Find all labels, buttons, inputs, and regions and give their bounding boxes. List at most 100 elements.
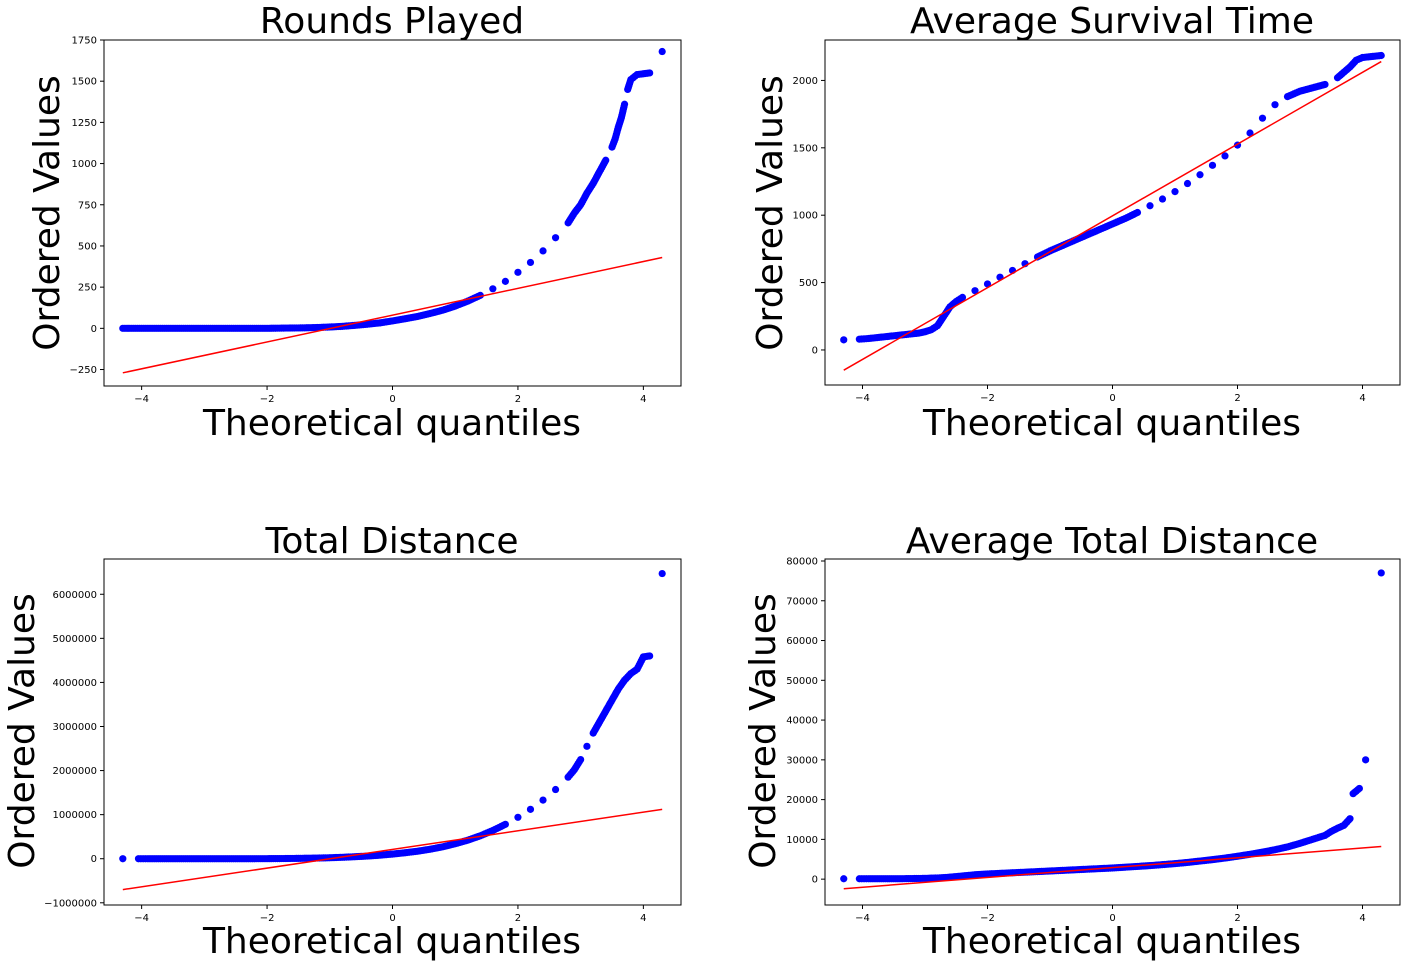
average-total-distance-y-tick-label: 0: [812, 875, 818, 886]
average-survival-time-data-point-fill: [956, 295, 965, 303]
average-survival-time-data-point: [1146, 202, 1154, 210]
rounds-played-y-tick-label: 1000: [72, 159, 97, 170]
average-survival-time-x-tick-label: 0: [1109, 393, 1115, 404]
average-total-distance-data-point: [1362, 756, 1370, 764]
rounds-played-x-axis-label: Theoretical quantiles: [202, 403, 581, 444]
total-distance-y-tick-label: −1000000: [44, 898, 97, 909]
total-distance-y-tick-label: 4000000: [52, 678, 97, 689]
average-survival-time-y-axis-label: Ordered Values: [750, 75, 791, 351]
average-survival-time-x-axis-label: Theoretical quantiles: [922, 403, 1301, 444]
average-survival-time-data-point: [1196, 171, 1204, 179]
average-survival-time-data-point: [1271, 101, 1279, 109]
total-distance-y-axis-label: Ordered Values: [2, 593, 43, 869]
total-distance-plot-area: [119, 569, 666, 891]
average-survival-time-plot-area: [840, 51, 1385, 371]
average-total-distance-title: Average Total Distance: [906, 521, 1318, 562]
average-total-distance-fit-line: [843, 845, 1382, 890]
rounds-played-plot-area: [119, 47, 666, 374]
average-total-distance-axes-frame: [824, 558, 1401, 906]
average-survival-time-data-point: [971, 287, 979, 295]
total-distance-x-tick-label: 4: [640, 913, 646, 924]
average-total-distance-data-point: [840, 875, 848, 883]
average-survival-time-data-point: [840, 336, 848, 344]
total-distance-x-tick-label: −2: [260, 913, 275, 924]
total-distance-title: Total Distance: [265, 521, 519, 562]
rounds-played-x-tick-label: 2: [515, 394, 521, 405]
rounds-played-y-tick-label: −250: [70, 365, 97, 376]
average-survival-time-data-point: [1221, 152, 1229, 160]
average-survival-time-panel: Average Survival Time Theoretical quanti…: [750, 1, 1401, 444]
total-distance-y-tick-label: 1000000: [52, 810, 97, 821]
average-survival-time-data-point-fill: [1375, 52, 1383, 60]
total-distance-data-point: [551, 785, 560, 794]
total-distance-panel: Total Distance Theoretical quantiles Ord…: [2, 521, 682, 962]
rounds-played-fit-line: [122, 256, 663, 374]
rounds-played-y-tick-label: 500: [78, 241, 97, 252]
rounds-played-y-axis-label: Ordered Values: [27, 75, 68, 351]
total-distance-data-point: [583, 742, 591, 750]
total-distance-y-tick-label: 0: [91, 854, 97, 865]
average-total-distance-x-axis-label: Theoretical quantiles: [922, 921, 1301, 962]
average-total-distance-x-tick-label: 4: [1359, 913, 1365, 924]
average-survival-time-y-tick-label: 0: [812, 345, 818, 356]
average-survival-time-ticks: −4 −2 0 2 4 0 500 1000 1500 2000: [793, 76, 1366, 404]
average-survival-time-data-point-fill: [1319, 81, 1327, 89]
average-survival-time-x-tick-label: −2: [980, 393, 995, 404]
average-survival-time-data-point-fill: [1131, 209, 1140, 218]
rounds-played-y-tick-label: 250: [78, 283, 97, 294]
rounds-played-title: Rounds Played: [260, 1, 524, 42]
average-survival-time-y-tick-label: 1500: [793, 143, 818, 154]
rounds-played-data-point: [539, 247, 547, 255]
average-survival-time-data-point: [983, 280, 992, 288]
rounds-played-x-tick-label: −2: [260, 394, 275, 405]
rounds-played-y-tick-label: 0: [91, 324, 97, 335]
average-total-distance-data-point: [1377, 569, 1385, 577]
average-survival-time-data-point: [1208, 161, 1217, 169]
rounds-played-panel: Rounds Played Theoretical quantiles Orde…: [27, 1, 682, 444]
total-distance-data-point-fill: [643, 652, 652, 660]
average-survival-time-data-point: [1158, 195, 1167, 203]
average-total-distance-x-tick-label: 0: [1109, 913, 1115, 924]
average-total-distance-data-point-fill: [1354, 786, 1362, 794]
average-survival-time-axes-frame: [824, 39, 1401, 386]
total-distance-x-tick-label: 2: [515, 913, 521, 924]
average-survival-time-y-tick-label: 2000: [793, 76, 818, 87]
average-survival-time-x-tick-label: 4: [1359, 393, 1365, 404]
rounds-played-axes-frame: [103, 39, 682, 387]
total-distance-x-tick-label: 0: [389, 913, 395, 924]
rounds-played-data-point: [526, 258, 535, 267]
rounds-played-data-point: [658, 47, 666, 56]
rounds-played-ticks: −4 −2 0 2 4 −250 0 250 500 750 1000 1250 1500 1750: [70, 36, 647, 406]
average-survival-time-y-tick-label: 1000: [793, 211, 818, 222]
average-survival-time-data-point: [1171, 188, 1179, 196]
total-distance-data-point-fill: [499, 821, 507, 829]
total-distance-data-point: [539, 796, 547, 804]
average-total-distance-plot-area: [840, 569, 1385, 890]
average-total-distance-ticks: −4 −2 0 2 4 0 10000 20000 30000 40000 50000 60000 70…: [786, 556, 1366, 924]
total-distance-y-tick-label: 6000000: [52, 590, 97, 601]
rounds-played-data-point: [551, 234, 560, 242]
average-survival-time-data-point: [1183, 179, 1192, 188]
average-total-distance-y-tick-label: 80000: [786, 556, 818, 567]
rounds-played-x-tick-label: 0: [389, 394, 395, 405]
total-distance-data-point: [514, 813, 522, 821]
rounds-played-x-tick-label: −4: [134, 394, 149, 405]
total-distance-axes-frame: [103, 558, 682, 906]
average-total-distance-y-tick-label: 50000: [786, 676, 818, 687]
rounds-played-data-point: [489, 285, 497, 293]
rounds-played-data-point-fill: [601, 158, 609, 166]
rounds-played-data-point: [514, 268, 522, 276]
average-survival-time-data-point: [1246, 129, 1254, 137]
rounds-played-data-point-fill: [643, 69, 652, 77]
total-distance-data-point-fill: [575, 757, 583, 766]
rounds-played-y-tick-label: 750: [78, 200, 97, 211]
total-distance-y-tick-label: 5000000: [52, 634, 97, 645]
rounds-played-data-point: [501, 277, 509, 285]
total-distance-y-tick-label: 2000000: [52, 766, 97, 777]
average-total-distance-y-tick-label: 40000: [786, 716, 818, 727]
average-total-distance-data-point-fill: [1344, 816, 1353, 824]
average-total-distance-x-tick-label: −4: [855, 913, 870, 924]
total-distance-ticks: −4 −2 0 2 4 −1000000 0 1000000 2000000 3000000 400…: [44, 590, 646, 924]
average-total-distance-y-axis-label: Ordered Values: [743, 593, 784, 869]
